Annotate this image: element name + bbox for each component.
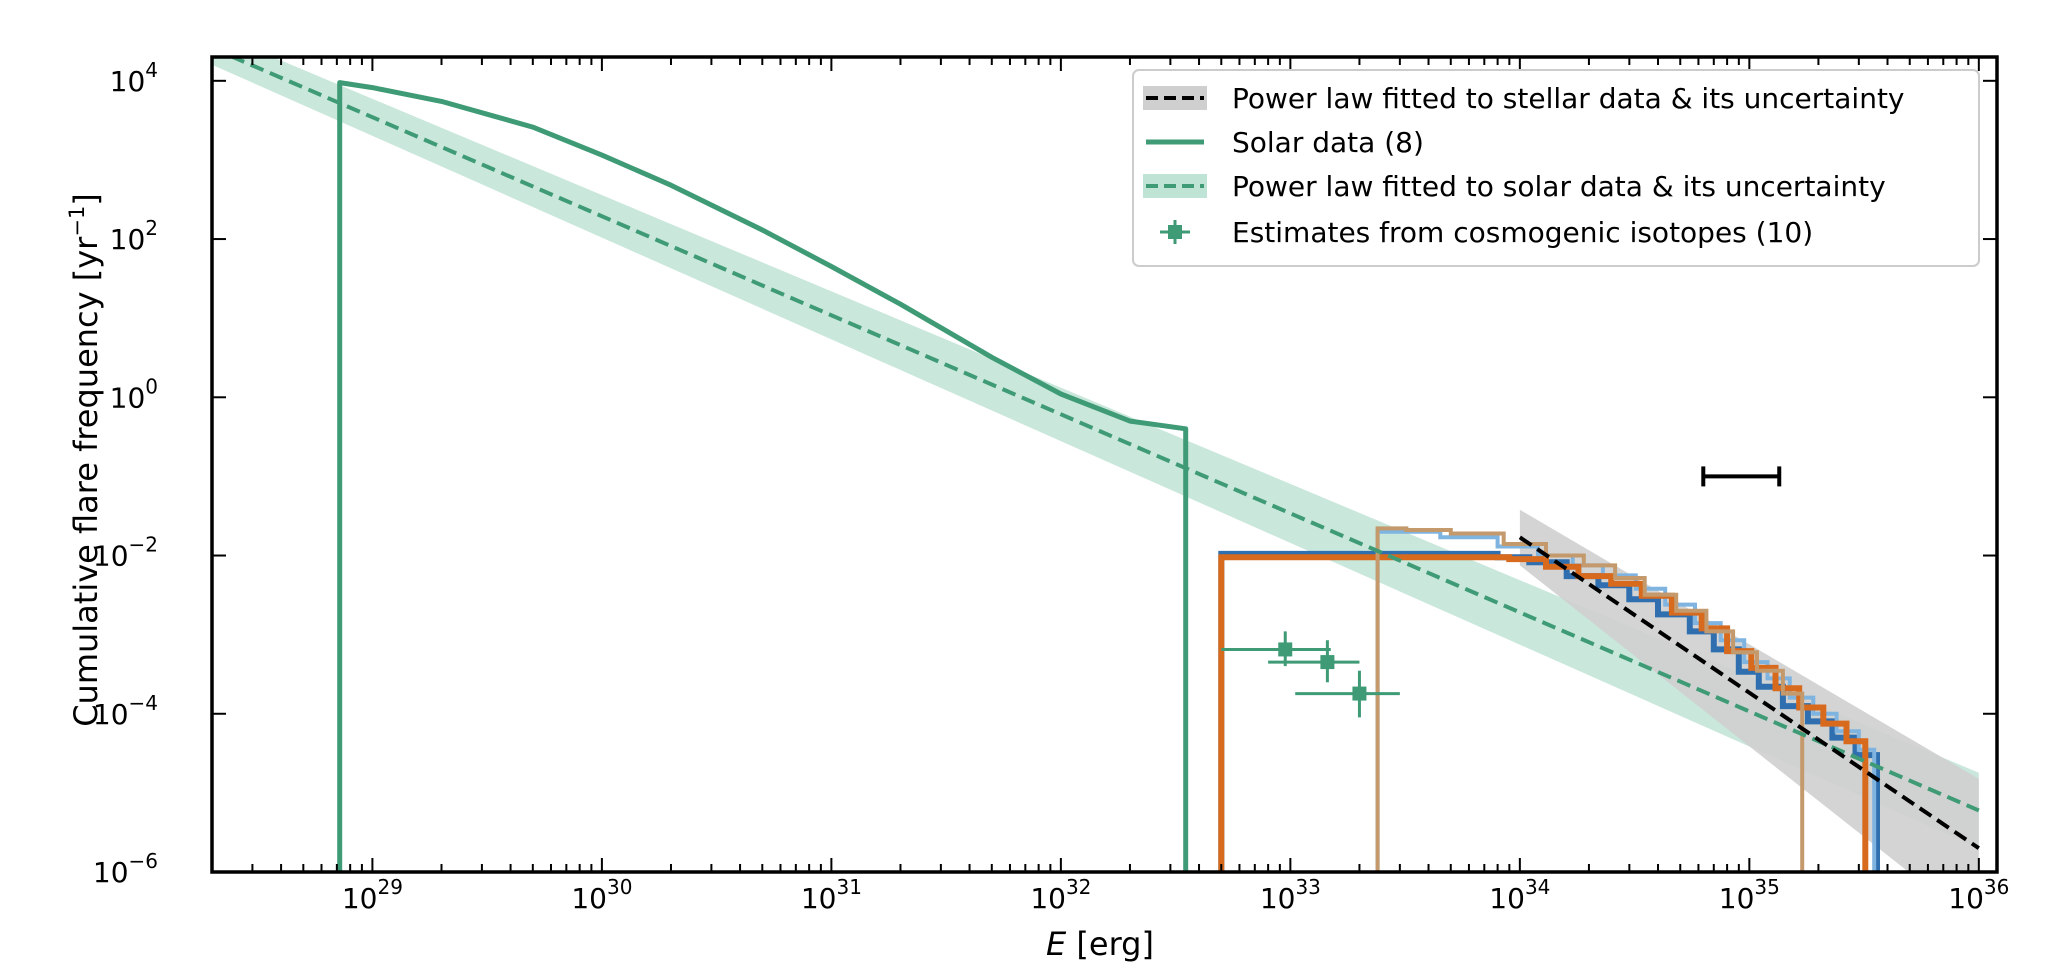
legend-item-stellar-fit: Power law fitted to stellar data & its u… [1143, 82, 1905, 115]
x-tick-label-base: 10 [1030, 882, 1066, 915]
stellar-run-light-blue [1375, 529, 1877, 872]
solar-fit-line [227, 57, 1980, 813]
y-tick-label: 10−2 [93, 533, 158, 573]
isotope-point-2 [1352, 686, 1367, 701]
legend-label-isotopes: Estimates from cosmogenic isotopes (10) [1232, 216, 1813, 249]
y-tick-label-exp: 2 [145, 216, 158, 240]
x-tick-label-base: 10 [1260, 882, 1296, 915]
y-tick-label-base: 10 [93, 698, 129, 731]
y-tick-label-exp: 4 [145, 58, 158, 82]
x-tick-label-base: 10 [1489, 882, 1525, 915]
isotope-point-1 [1320, 655, 1335, 670]
legend-label-solar-data: Solar data (8) [1232, 126, 1424, 159]
x-tick-label-exp: 29 [377, 875, 402, 899]
data-series [337, 80, 1880, 872]
y-tick-label: 104 [110, 58, 158, 98]
x-tick-label: 1030 [571, 875, 632, 915]
x-tick-label-exp: 35 [1754, 875, 1779, 899]
y-tick-label: 10−6 [93, 849, 158, 889]
legend-item-solar-fit: Power law fitted to solar data & its unc… [1143, 170, 1886, 203]
isotope-point-0 [1278, 642, 1293, 657]
y-tick-label-base: 10 [110, 65, 146, 98]
y-tick-label-base: 10 [93, 856, 129, 889]
y-tick-label-base: 10 [110, 223, 146, 256]
legend-label-stellar-fit: Power law fitted to stellar data & its u… [1232, 82, 1905, 115]
x-tick-label: 1032 [1030, 875, 1091, 915]
x-tick-label-exp: 31 [836, 875, 861, 899]
axis-ticks [211, 57, 1997, 873]
x-axis-title: E [erg] [1046, 925, 1154, 963]
legend-item-isotopes: Estimates from cosmogenic isotopes (10) [1160, 216, 1813, 249]
legend-box [1132, 69, 1980, 267]
x-tick-label: 1029 [342, 875, 403, 915]
fit-lines [227, 57, 1980, 850]
legend: Power law fitted to stellar data & its u… [1132, 69, 1980, 267]
y-tick-label-base: 10 [110, 381, 146, 414]
y-tick-label: 102 [110, 216, 158, 256]
plot-frame [210, 55, 1999, 874]
y-tick-label: 10−4 [93, 691, 158, 731]
x-tick-label-base: 10 [571, 882, 607, 915]
x-tick-label: 1031 [801, 875, 862, 915]
x-tick-label-exp: 32 [1066, 875, 1091, 899]
solar-data-line [337, 80, 1189, 872]
legend-item-solar-data: Solar data (8) [1146, 126, 1424, 159]
y-tick-label-exp: 0 [145, 374, 158, 398]
x-tick-label-exp: 36 [1984, 875, 2009, 899]
stellar-fit-line [1518, 535, 1980, 850]
stellar-run-orange [1218, 554, 1869, 872]
y-tick-label-exp: −6 [129, 849, 158, 873]
x-tick-label: 1033 [1260, 875, 1321, 915]
x-tick-label-base: 10 [1948, 882, 1984, 915]
x-tick-label-exp: 33 [1295, 875, 1320, 899]
y-tick-label: 100 [110, 374, 158, 414]
x-tick-label: 1034 [1489, 875, 1550, 915]
y-tick-label-base: 10 [93, 540, 129, 573]
legend-isotope-marker-swatch [1168, 225, 1182, 239]
solar-fit-band [212, 57, 1979, 849]
x-tick-label-base: 10 [801, 882, 837, 915]
x-tick-label-exp: 30 [607, 875, 632, 899]
stellar-run-tan [1375, 526, 1805, 872]
y-tick-label-exp: −2 [129, 533, 158, 557]
x-tick-label: 1035 [1719, 875, 1780, 915]
legend-label-solar-fit: Power law fitted to solar data & its unc… [1232, 170, 1886, 203]
x-tick-label-base: 10 [1719, 882, 1755, 915]
x-tick-label-base: 10 [342, 882, 378, 915]
x-tick-label: 1036 [1948, 875, 2009, 915]
isotope-estimates [1221, 631, 1400, 718]
scale-bar-group [1701, 466, 1782, 487]
y-axis-title: Cumulative flare frequency [yr−1] [65, 193, 105, 727]
y-tick-label-exp: −4 [129, 691, 158, 715]
x-tick-label-exp: 34 [1525, 875, 1550, 899]
